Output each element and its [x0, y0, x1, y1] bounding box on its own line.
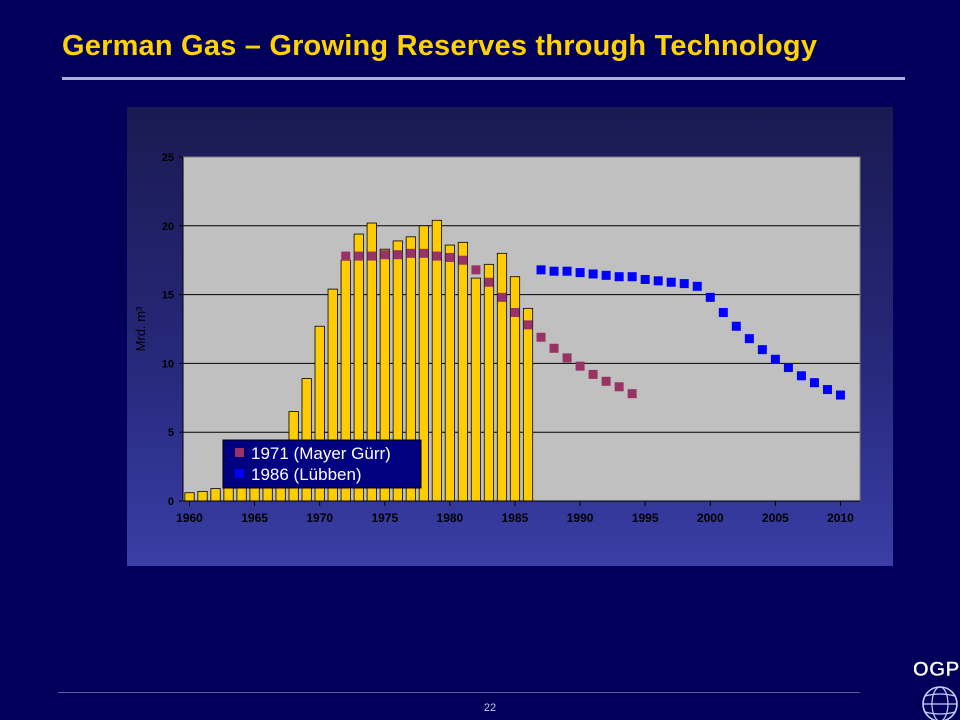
marker-1971-1983 [484, 277, 494, 287]
x-tick-label: 1965 [241, 511, 268, 525]
y-tick-label: 5 [168, 427, 174, 439]
marker-1971-1974 [367, 251, 377, 261]
marker-1971-1985 [510, 307, 520, 317]
legend-label-1986: 1986 (Lübben) [251, 465, 362, 484]
y-tick-label: 20 [162, 221, 174, 233]
bar-1982 [470, 277, 482, 502]
marker-1986-2007 [796, 371, 806, 381]
marker-1986-1989 [562, 266, 572, 276]
marker-1971-1976 [393, 250, 403, 260]
legend-box [222, 439, 422, 489]
marker-1971-1975 [380, 250, 390, 260]
bar-1980 [444, 244, 455, 502]
marker-1971-1980 [445, 252, 455, 262]
y-tick-label: 15 [162, 290, 174, 302]
marker-1986-1987 [536, 265, 546, 275]
marker-1986-2004 [757, 345, 767, 355]
legend: 1971 (Mayer Gürr) 1986 (Lübben) [222, 439, 422, 489]
marker-1971-1994 [627, 389, 637, 399]
marker-1971-1979 [432, 251, 442, 261]
marker-1986-1988 [549, 266, 559, 276]
legend-label-1971: 1971 (Mayer Gürr) [251, 444, 391, 463]
marker-1986-1992 [601, 270, 611, 280]
bar-1981 [457, 241, 469, 502]
x-tick-label: 1960 [176, 511, 203, 525]
marker-1986-2009 [822, 385, 832, 395]
svg-text:OGP: OGP [914, 658, 959, 681]
marker-1986-2005 [770, 354, 780, 364]
footer-divider [58, 692, 860, 693]
marker-1971-1984 [497, 292, 507, 302]
marker-1971-1988 [549, 343, 559, 353]
marker-1971-1990 [575, 361, 585, 371]
bar-1960 [184, 492, 195, 502]
chart-panel: 0 5 10 15 20 25 1960 1965 1970 1975 1980 1985 1990 19… [127, 107, 893, 566]
ogp-logo: OGP [914, 652, 960, 720]
axes: 0 5 10 15 20 25 1960 1965 1970 1975 1980 1985 1990 19… [162, 152, 861, 525]
x-tick-label: 2000 [697, 511, 724, 525]
marker-1971-1992 [601, 376, 611, 386]
x-tick-label: 2005 [762, 511, 789, 525]
bar-1984 [496, 252, 508, 502]
bar-1986 [522, 307, 534, 502]
marker-1986-1999 [692, 281, 702, 291]
x-tick-label: 1970 [306, 511, 333, 525]
x-tick-label: 1990 [567, 511, 594, 525]
marker-1986-1997 [666, 277, 676, 287]
slide-title: German Gas – Growing Reserves through Te… [62, 30, 818, 62]
bar-1983 [483, 263, 495, 502]
reserves-chart: 0 5 10 15 20 25 1960 1965 1970 1975 1980 1985 1990 19… [133, 152, 861, 525]
bar-1961 [197, 490, 208, 502]
marker-1986-2002 [731, 321, 741, 331]
marker-1986-1995 [640, 274, 650, 284]
marker-1986-1990 [575, 268, 585, 278]
marker-1971-1986 [523, 320, 533, 330]
marker-1986-1994 [627, 272, 637, 282]
y-tick-label: 0 [168, 496, 174, 508]
marker-1971-1991 [588, 369, 598, 379]
marker-1971-1982 [471, 265, 481, 275]
marker-1971-1987 [536, 332, 546, 342]
x-tick-label: 1995 [632, 511, 659, 525]
marker-1986-2001 [718, 307, 728, 317]
marker-1986-2008 [809, 378, 819, 388]
x-tick-label: 2010 [827, 511, 854, 525]
marker-1971-1989 [562, 353, 572, 363]
y-tick-label: 10 [162, 358, 174, 370]
marker-1971-1981 [458, 255, 468, 265]
legend-swatch-1971 [235, 448, 244, 457]
x-tick-label: 1980 [437, 511, 464, 525]
series-markers [341, 248, 845, 400]
marker-1986-2006 [783, 363, 793, 373]
marker-1971-1993 [614, 382, 624, 392]
marker-1986-1993 [614, 272, 624, 282]
marker-1986-2010 [835, 390, 845, 400]
marker-1971-1977 [406, 248, 416, 258]
marker-1986-1998 [679, 279, 689, 289]
bar-1962 [210, 488, 221, 502]
marker-1986-2003 [744, 334, 754, 344]
marker-1986-1991 [588, 269, 598, 279]
page-number: 22 [483, 702, 497, 714]
marker-1986-1996 [653, 276, 663, 286]
marker-1971-1972 [341, 251, 351, 261]
y-tick-label: 25 [162, 152, 174, 164]
y-axis-label: Mrd. m³ [133, 306, 148, 351]
marker-1986-2000 [705, 292, 715, 302]
x-tick-label: 1975 [371, 511, 398, 525]
title-divider [62, 77, 905, 80]
bar-1979 [431, 219, 442, 502]
marker-1971-1973 [354, 251, 364, 261]
marker-1971-1978 [419, 248, 429, 258]
x-tick-label: 1985 [502, 511, 529, 525]
legend-swatch-1986 [235, 469, 244, 478]
